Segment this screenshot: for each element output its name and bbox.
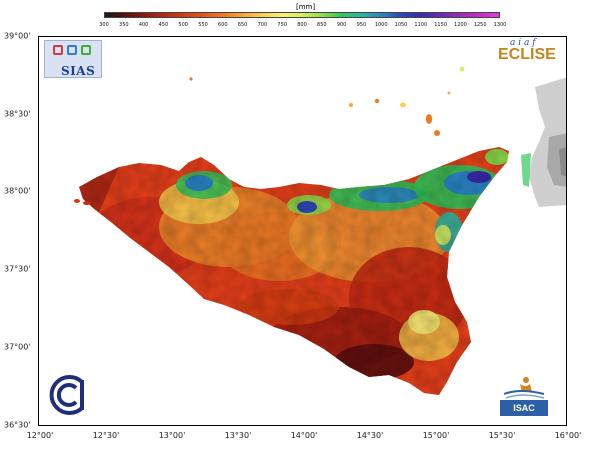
lon-label-13-00: 13°00' — [158, 431, 186, 440]
legend-tick-350: 350 — [119, 22, 129, 28]
isac-logo-figure — [503, 377, 545, 399]
lat-label-39-00: 39°00' — [4, 31, 31, 41]
legend-tick-1200: 1200 — [454, 22, 467, 28]
island-vulcano — [434, 130, 440, 136]
lat-label-37-00: 37°00' — [4, 342, 31, 352]
sicily-map-canvas — [74, 66, 566, 395]
legend-tick-950: 950 — [356, 22, 367, 28]
legend-tick-600: 600 — [218, 22, 228, 28]
legend-tick-650: 650 — [237, 22, 248, 28]
legend-tick-900: 900 — [336, 22, 347, 28]
island-lipari — [425, 114, 433, 124]
legend-tick-700: 700 — [257, 22, 268, 28]
lon-label-16-00: 16°00' — [554, 431, 582, 440]
lat-label-37-30: 37°30' — [4, 264, 31, 274]
legend-tick-1100: 1100 — [414, 22, 428, 28]
island-marettimo — [74, 199, 80, 203]
lon-label-15-00: 15°00' — [422, 431, 450, 440]
legend-tick-labels: 300 350 400 450 500 550 600 650 700 750 800 850 900 9… — [99, 22, 506, 30]
legend-tick-1050: 1050 — [394, 22, 408, 28]
lat-label-38-00: 38°00' — [4, 186, 31, 196]
island-stromboli — [459, 66, 465, 72]
legend-tick-800: 800 — [297, 22, 307, 28]
legend-tick-1250: 1250 — [473, 22, 487, 28]
legend-unit-label: [mm] — [296, 3, 316, 11]
legend-tick-1150: 1150 — [434, 22, 447, 28]
lon-label-12-00: 12°00' — [26, 431, 54, 440]
island-filicudi — [374, 98, 380, 104]
legend-tick-400: 400 — [138, 22, 149, 28]
legend-tick-850: 850 — [317, 22, 327, 28]
legend-tick-450: 450 — [158, 22, 169, 28]
sias-logo-text: SIAS — [61, 64, 96, 78]
cnr-logo — [49, 375, 84, 415]
island-alicudi — [349, 103, 353, 107]
legend-tick-550: 550 — [198, 22, 208, 28]
legend-tick-1300: 1300 — [493, 22, 507, 28]
isac-logo-text: ISAC — [500, 400, 548, 416]
sias-logo: SIAS — [44, 40, 102, 78]
lon-label-12-30: 12°30' — [92, 431, 120, 440]
eclise-logo: ECLISE — [498, 46, 556, 63]
lat-label-38-30: 38°30' — [4, 109, 31, 119]
legend-tick-750: 750 — [277, 22, 287, 28]
lon-label-15-30: 15°30' — [488, 431, 516, 440]
island-panarea — [447, 91, 451, 95]
lon-label-14-00: 14°00' — [290, 431, 318, 440]
eclise-partner-mark: a i a f — [510, 38, 536, 48]
precipitation-map[interactable] — [38, 36, 567, 426]
precipitation-color-scale — [104, 12, 500, 18]
legend-tick-1000: 1000 — [374, 22, 388, 28]
lon-label-14-30: 14°30' — [356, 431, 384, 440]
island-favignana — [83, 201, 91, 205]
legend-tick-500: 500 — [178, 22, 188, 28]
island-salina — [400, 102, 406, 108]
legend-tick-300: 300 — [99, 22, 109, 28]
isac-logo: ISAC — [500, 374, 548, 416]
lon-label-13-30: 13°30' — [224, 431, 252, 440]
island-ustica — [189, 77, 193, 81]
lat-label-36-30: 36°30' — [4, 420, 31, 430]
